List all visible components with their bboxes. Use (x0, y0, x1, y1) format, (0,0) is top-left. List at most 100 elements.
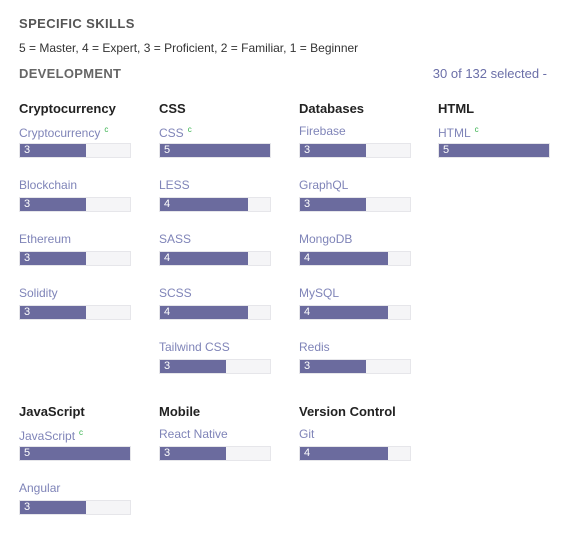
skill-level-bar[interactable]: 3 (299, 359, 411, 374)
skill-level-bar[interactable]: 3 (19, 305, 131, 320)
skill-level-fill (160, 144, 270, 157)
skill-level-bar[interactable]: 4 (159, 251, 271, 266)
skill-level-fill (439, 144, 549, 157)
skill-name-link[interactable]: Ethereum (19, 231, 71, 247)
category-column: Databases Firebase 3 GraphQL 3 MongoDB 4 MySQL 4… (299, 100, 414, 392)
skill-level-value: 4 (304, 306, 311, 318)
skill-name-link[interactable]: Cryptocurrency c (19, 122, 109, 140)
skill-name-text: React Native (159, 427, 228, 441)
skill-name-link[interactable]: JavaScript c (19, 425, 83, 443)
skill-level-value: 4 (304, 252, 311, 264)
skill-item: HTML c 5 (438, 122, 553, 176)
skill-level-fill (160, 447, 226, 460)
skill-item: SASS 4 (159, 230, 274, 284)
skill-item: MongoDB 4 (299, 230, 414, 284)
skill-level-value: 3 (24, 198, 31, 210)
skill-name-link[interactable]: Redis (299, 339, 330, 355)
skill-name-link[interactable]: Tailwind CSS (159, 339, 230, 355)
category-title: CSS (159, 101, 186, 116)
skill-item: Cryptocurrency c 3 (19, 122, 134, 176)
skill-level-bar[interactable]: 3 (19, 197, 131, 212)
skill-level-fill (300, 306, 388, 319)
skill-name-link[interactable]: MySQL (299, 285, 339, 301)
skill-name-text: Git (299, 427, 315, 441)
core-skill-badge: c (104, 125, 109, 134)
skill-name-link[interactable]: GraphQL (299, 177, 348, 193)
category-column: Cryptocurrency Cryptocurrency c 3 Blockchain… (19, 100, 134, 338)
skill-level-fill (20, 252, 86, 265)
skill-level-bar[interactable]: 3 (159, 359, 271, 374)
skill-level-bar[interactable]: 3 (299, 143, 411, 158)
skill-level-fill (20, 198, 86, 211)
category-title: Cryptocurrency (19, 101, 116, 116)
skill-item: Git 4 (299, 425, 414, 479)
skill-name-link[interactable]: LESS (159, 177, 190, 193)
skill-item: Ethereum 3 (19, 230, 134, 284)
skill-name-link[interactable]: SASS (159, 231, 191, 247)
skill-level-bar[interactable]: 5 (19, 446, 131, 461)
skill-level-bar[interactable]: 3 (19, 143, 131, 158)
skill-item: GraphQL 3 (299, 176, 414, 230)
skill-level-value: 3 (304, 144, 311, 156)
selected-count-toggle[interactable]: 30 of 132 selected - (432, 66, 547, 81)
category-title: JavaScript (19, 404, 85, 419)
skill-level-bar[interactable]: 3 (19, 500, 131, 515)
skill-level-bar[interactable]: 4 (299, 305, 411, 320)
skill-level-bar[interactable]: 4 (299, 446, 411, 461)
skill-name-link[interactable]: Firebase (299, 123, 346, 139)
skill-level-value: 5 (24, 447, 31, 459)
skill-name-link[interactable]: React Native (159, 426, 228, 442)
skill-level-fill (20, 501, 86, 514)
skill-name-text: Firebase (299, 124, 346, 138)
skill-name-link[interactable]: Git (299, 426, 314, 442)
skill-name-link[interactable]: SCSS (159, 285, 192, 301)
skill-item: React Native 3 (159, 425, 274, 479)
skill-level-value: 3 (24, 144, 31, 156)
category-title: HTML (438, 101, 475, 116)
skill-name-text: SCSS (159, 286, 192, 300)
skill-level-fill (160, 360, 226, 373)
category-column: JavaScript JavaScript c 5 Angular 3 (19, 403, 134, 533)
skill-name-text: Solidity (19, 286, 58, 300)
skill-name-text: GraphQL (299, 178, 349, 192)
skill-level-fill (160, 198, 248, 211)
skill-name-text: MySQL (299, 286, 340, 300)
skill-level-bar[interactable]: 4 (159, 197, 271, 212)
skill-level-bar[interactable]: 5 (438, 143, 550, 158)
skill-level-value: 5 (443, 144, 450, 156)
skill-item: SCSS 4 (159, 284, 274, 338)
skill-name-text: LESS (159, 178, 190, 192)
skill-level-value: 4 (304, 447, 311, 459)
skill-level-bar[interactable]: 3 (299, 197, 411, 212)
skill-level-value: 3 (24, 252, 31, 264)
skill-name-link[interactable]: Blockchain (19, 177, 77, 193)
skill-name-link[interactable]: Angular (19, 480, 60, 496)
skill-item: Solidity 3 (19, 284, 134, 338)
core-skill-badge: c (474, 125, 479, 134)
skill-item: Firebase 3 (299, 122, 414, 176)
skill-level-value: 3 (164, 447, 171, 459)
skill-level-value: 4 (164, 252, 171, 264)
skill-level-bar[interactable]: 3 (19, 251, 131, 266)
skill-name-text: JavaScript (19, 429, 76, 443)
page-title: SPECIFIC SKILLS (19, 16, 135, 31)
skill-level-bar[interactable]: 3 (159, 446, 271, 461)
skill-level-fill (300, 144, 366, 157)
skill-item: CSS c 5 (159, 122, 274, 176)
skill-name-text: SASS (159, 232, 192, 246)
core-skill-badge: c (187, 125, 192, 134)
skill-level-value: 4 (164, 198, 171, 210)
skill-name-link[interactable]: HTML c (438, 122, 479, 140)
skill-item: Tailwind CSS 3 (159, 338, 274, 392)
skill-level-bar[interactable]: 4 (299, 251, 411, 266)
skill-level-bar[interactable]: 5 (159, 143, 271, 158)
skill-level-bar[interactable]: 4 (159, 305, 271, 320)
skill-name-link[interactable]: Solidity (19, 285, 58, 301)
skill-level-value: 5 (164, 144, 171, 156)
category-column: HTML HTML c 5 (438, 100, 553, 176)
skill-level-value: 3 (24, 306, 31, 318)
skill-level-fill (300, 198, 366, 211)
skill-name-link[interactable]: CSS c (159, 122, 192, 140)
skill-name-link[interactable]: MongoDB (299, 231, 352, 247)
